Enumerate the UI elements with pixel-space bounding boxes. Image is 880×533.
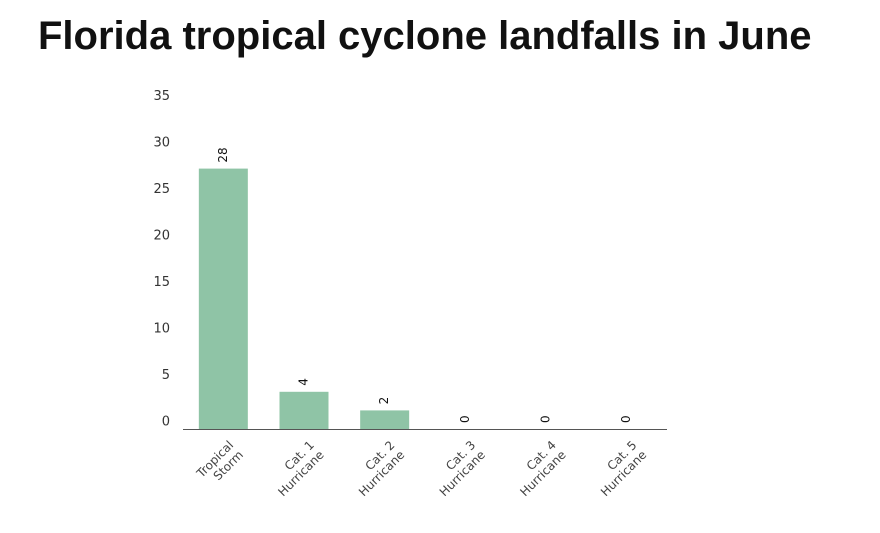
- chart-title: Florida tropical cyclone landfalls in Ju…: [38, 14, 812, 58]
- y-tick-label: 20: [153, 229, 170, 244]
- category-label: Cat. 2Hurricane: [346, 438, 407, 499]
- category-label: TropicalStorm: [193, 438, 246, 491]
- y-tick-label: 0: [162, 415, 170, 430]
- data-label: 2: [377, 397, 391, 405]
- data-label: 4: [297, 378, 311, 386]
- category-label: Cat. 5Hurricane: [588, 438, 649, 499]
- y-tick-label: 30: [153, 136, 170, 151]
- category-label: Cat. 4Hurricane: [508, 438, 569, 499]
- data-label: 0: [619, 415, 633, 423]
- y-tick-label: 5: [162, 368, 170, 383]
- bar: [360, 410, 410, 429]
- y-tick-label: 25: [153, 182, 170, 197]
- data-label: 0: [539, 415, 553, 423]
- bar: [279, 391, 329, 429]
- y-tick-label: 15: [153, 275, 170, 290]
- data-label: 0: [458, 415, 472, 423]
- y-tick-label: 35: [153, 89, 170, 104]
- category-label: Cat. 1Hurricane: [266, 438, 327, 499]
- category-label: Cat. 3Hurricane: [427, 438, 488, 499]
- data-label: 28: [216, 147, 230, 162]
- bar: [198, 168, 248, 429]
- y-tick-label: 10: [153, 322, 170, 337]
